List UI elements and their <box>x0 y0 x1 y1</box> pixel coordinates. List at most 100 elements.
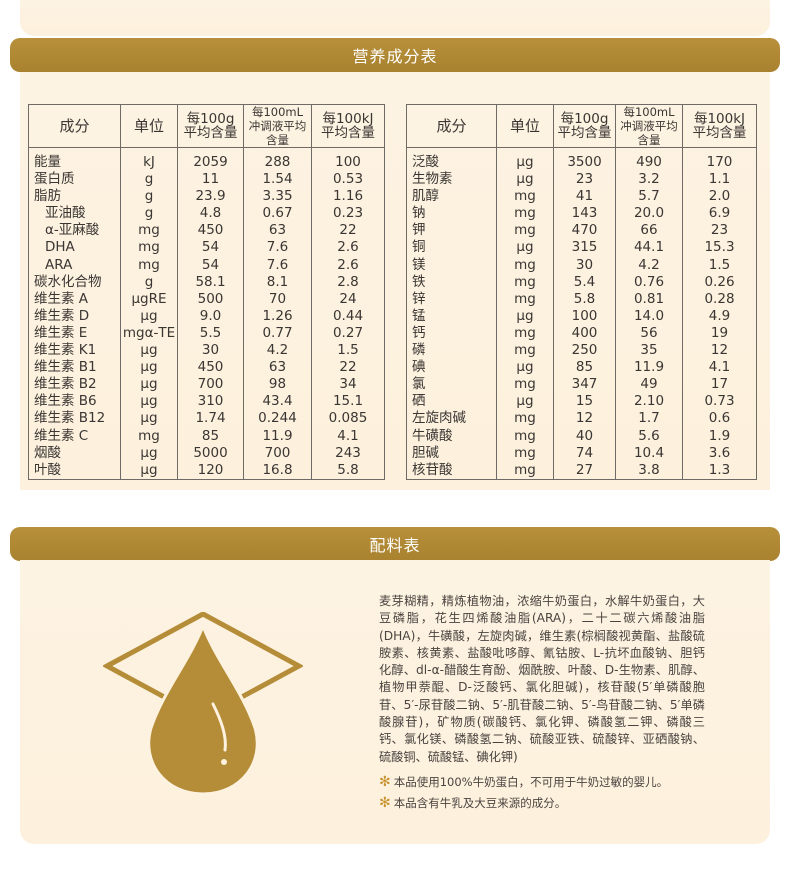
table-cell-g: 85 <box>575 359 594 376</box>
table-cell-name: 左旋肉碱 <box>412 410 466 427</box>
header-per100ml: 每100mL 冲调液平均含量 <box>615 104 683 148</box>
table-cell-unit: mg <box>138 222 160 239</box>
table-cell-ml: 11.9 <box>262 427 293 444</box>
table-cell-ml: 3.2 <box>638 171 660 188</box>
nutrition-title: 营养成分表 <box>352 47 438 66</box>
table-cell-unit: μg <box>516 171 534 188</box>
table-cell-name: DHA <box>45 239 75 256</box>
table-cell-name: 维生素 A <box>34 290 89 307</box>
table-cell-name: 维生素 E <box>34 324 88 341</box>
header-per100g: 每100g 平均含量 <box>177 104 244 148</box>
table-cell-ml: 2.10 <box>633 393 665 410</box>
table-cell-kj: 0.28 <box>704 290 735 307</box>
table-cell-ml: 3.8 <box>638 461 660 478</box>
unit-column: kJ g g g mg mg mg g μgRE μg mgα-TE μg μg μg μg μg mg μg μg <box>120 147 178 480</box>
table-cell-ml: 20.0 <box>633 205 665 222</box>
table-cell-unit: mg <box>514 324 536 341</box>
table-cell-unit: μg <box>516 359 534 376</box>
table-cell-kj: 243 <box>335 444 361 461</box>
table-cell-name: 氯 <box>412 376 426 393</box>
table-cell-kj: 0.085 <box>328 410 368 427</box>
table-cell-unit: mg <box>514 376 536 393</box>
table-cell-ml: 43.4 <box>262 393 293 410</box>
table-cell-kj: 0.53 <box>332 171 364 188</box>
table-cell-name: 维生素 C <box>34 427 89 444</box>
table-cell-kj: 34 <box>339 376 357 393</box>
table-cell-g: 23.9 <box>195 188 226 205</box>
allergy-note: ✻ 本品使用100%牛奶蛋白，不可用于牛奶过敏的婴儿。 <box>379 774 669 790</box>
table-cell-kj: 15.3 <box>704 239 735 256</box>
per100kj-column: 170 1.1 2.0 6.9 23 15.3 1.5 0.26 0.28 4.9 19 12 4.1 1… <box>682 147 757 480</box>
top-panel <box>20 0 770 36</box>
table-cell-unit: μg <box>140 342 158 359</box>
table-cell-kj: 1.5 <box>337 342 359 359</box>
table-cell-kj: 100 <box>335 154 361 170</box>
table-cell-unit: μg <box>140 410 158 427</box>
ingredients-panel <box>20 560 770 844</box>
table-cell-ml: 14.0 <box>633 307 665 324</box>
table-cell-name: 维生素 K1 <box>34 342 97 359</box>
table-cell-g: 100 <box>571 307 598 324</box>
table-cell-g: 85 <box>201 427 220 444</box>
table-cell-g: 1.74 <box>195 410 226 427</box>
nutrition-table-right: 成分 单位 每100g 平均含量 每100mL 冲调液平均含量 每100kJ 平均含量… <box>406 104 757 480</box>
name-column: 泛酸 生物素 肌醇钠钾铜镁铁锌锰钙磷碘氯硒左旋肉碱 牛磺酸 胆碱 核苷酸 <box>406 147 497 480</box>
table-cell-g: 5.5 <box>199 324 222 341</box>
table-cell-ml: 1.7 <box>638 410 660 427</box>
table-cell-name: 碘 <box>412 359 426 376</box>
table-cell-kj: 0.26 <box>704 273 735 290</box>
table-cell-unit: μg <box>516 393 534 410</box>
table-cell-ml: 1.54 <box>262 171 293 188</box>
table-cell-unit: μg <box>140 461 158 478</box>
table-cell-kj: 0.27 <box>332 324 364 341</box>
table-cell-g: 5.8 <box>573 290 596 307</box>
table-cell-unit: μg <box>140 359 158 376</box>
table-cell-g: 120 <box>197 461 224 478</box>
table-cell-unit: μg <box>140 307 158 324</box>
table-cell-g: 27 <box>575 461 594 478</box>
table-cell-ml: 700 <box>264 444 291 461</box>
table-cell-g: 40 <box>575 427 594 444</box>
table-cell-ml: 5.6 <box>638 427 660 444</box>
table-cell-unit: mg <box>514 205 536 222</box>
table-cell-name: 铁 <box>412 273 426 290</box>
table-cell-unit: mg <box>514 256 536 273</box>
table-cell-g: 9.0 <box>199 307 222 324</box>
table-cell-g: 143 <box>571 205 598 222</box>
table-cell-kj: 2.8 <box>337 273 359 290</box>
table-cell-g: 41 <box>575 188 594 205</box>
table-cell-unit: g <box>144 205 154 222</box>
table-cell-name: 维生素 B12 <box>34 410 106 427</box>
table-cell-name: 维生素 B1 <box>34 359 97 376</box>
table-cell-name: α-亚麻酸 <box>45 222 100 239</box>
table-cell-g: 30 <box>575 256 594 273</box>
header-unit: 单位 <box>120 104 178 148</box>
table-cell-g: 74 <box>575 444 594 461</box>
header-per100ml: 每100mL 冲调液平均含量 <box>243 104 312 148</box>
table-cell-unit: mg <box>514 461 536 478</box>
table-cell-kj: 1.1 <box>708 171 731 188</box>
table-cell-kj: 17 <box>710 376 729 393</box>
table-cell-kj: 0.73 <box>704 393 735 410</box>
table-cell-g: 54 <box>201 256 220 273</box>
table-cell-name: 铜 <box>412 239 426 256</box>
table-cell-kj: 2.6 <box>337 239 359 256</box>
table-cell-unit: mg <box>514 427 536 444</box>
table-cell-g: 470 <box>571 222 598 239</box>
table-cell-name: 钙 <box>412 324 426 341</box>
table-cell-g: 347 <box>571 376 598 393</box>
table-cell-unit: mg <box>514 444 536 461</box>
table-cell-kj: 1.3 <box>708 461 731 478</box>
table-cell-ml: 1.26 <box>262 307 293 324</box>
header-per100kj: 每100kJ 平均含量 <box>311 104 385 148</box>
source-note: ✻ 本品含有牛乳及大豆来源的成分。 <box>379 795 567 811</box>
table-cell-ml: 0.67 <box>262 205 293 222</box>
table-cell-ml: 16.8 <box>262 461 293 478</box>
table-cell-ml: 98 <box>268 376 287 393</box>
table-cell-kj: 4.1 <box>337 427 359 444</box>
table-cell-name: 镁 <box>412 256 426 273</box>
table-cell-ml: 10.4 <box>633 444 665 461</box>
table-cell-ml: 0.76 <box>633 273 665 290</box>
table-cell-ml: 5.7 <box>638 188 660 205</box>
table-cell-name: 叶酸 <box>34 461 61 478</box>
